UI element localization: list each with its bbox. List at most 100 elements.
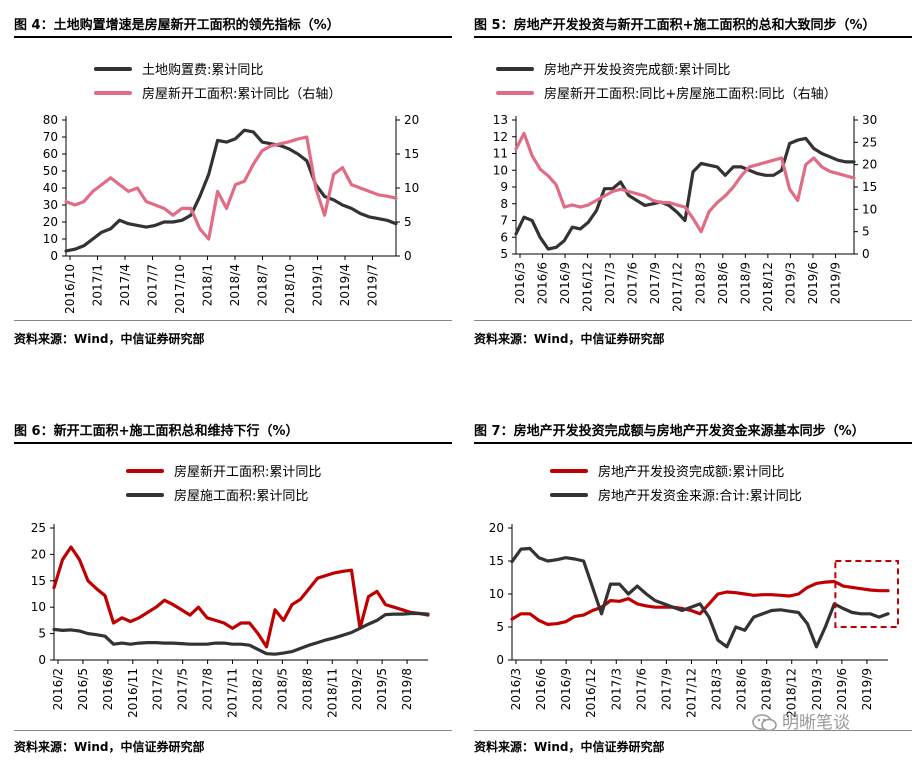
chart-panel-fig7: 图 7：房地产开发投资完成额与房地产开发资金来源基本同步（%） 房地产开发投资完… [474,412,912,762]
y-tick-label-right: 10 [862,202,877,216]
y-tick-label: 10 [31,600,46,614]
source-rule [14,730,452,731]
series-line-0 [510,579,890,627]
x-tick-label: 2017/6 [626,262,640,304]
chart-source: 资料来源：Wind，中信证券研究部 [14,740,205,754]
chart-panel-fig5: 图 5：房地产开发投资与新开工面积+施工面积的总和大致同步（%） 房地产开发投资… [474,8,912,360]
line-chart-fig6: 0 5 10 15 20 25 2016/2 2016/5 2016/8 2016/11 2017/… [31,521,430,718]
wechat-icon [752,713,778,733]
watermark: 明晰笔谈 [752,708,850,733]
series-line-0 [64,128,398,253]
x-tick-label: 2016/2 [51,668,65,710]
x-tick-label: 2016/3 [509,668,523,710]
y-tick-label: 70 [43,130,58,144]
x-tick-label: 2017/5 [176,668,190,710]
y-tick-label: 40 [43,181,58,195]
chart-source: 资料来源：Wind，中信证券研究部 [474,740,665,754]
chart-title: 图 5：房地产开发投资与新开工面积+施工面积的总和大致同步（%） [474,18,876,33]
x-tick-label: 2017/9 [659,668,673,710]
x-tick-label: 2018/4 [228,264,242,306]
title-rule [14,442,452,444]
y-tick-label: 0 [38,653,46,667]
y-tick-label: 11 [493,147,508,161]
series-line-1 [510,546,890,649]
y-tick-label: 10 [489,587,504,601]
legend-swatch-dark [496,67,534,71]
x-tick-label: 2018/9 [738,262,752,304]
x-tick-label: 2016/10 [63,264,77,314]
y-tick-label: 0 [50,249,58,263]
x-tick-label: 2016/9 [558,262,572,304]
legend-label: 房屋新开工面积:累计同比 [174,465,322,480]
x-tick-label: 2017/3 [609,668,623,710]
y-tick-label: 10 [493,163,508,177]
x-tick-label: 2019/6 [806,262,820,304]
source-rule [474,730,912,731]
x-tick-label: 2018/8 [300,668,314,710]
series-line-0 [52,545,430,649]
highlight-box [834,560,899,628]
x-tick-label: 2018/10 [283,264,297,314]
x-tick-label: 2018/6 [716,262,730,304]
x-tick-label: 2016/9 [559,668,573,710]
x-tick-label: 2018/11 [325,668,339,718]
y-tick-label-right: 0 [862,247,870,261]
x-tick-label: 2016/12 [584,668,598,718]
legend-label: 房地产开发投资完成额:累计同比 [598,465,785,480]
series-line-1 [64,135,398,241]
x-tick-label: 2017/11 [226,668,240,718]
x-tick-label: 2017/9 [648,262,662,304]
legend-swatch-pink [496,91,534,95]
x-tick-label: 2019/1 [311,264,325,306]
legend-label: 房地产开发投资完成额:累计同比 [544,63,731,78]
legend-swatch-pink [94,91,132,95]
y-tick-label: 13 [493,113,508,127]
chart-source: 资料来源：Wind，中信证券研究部 [474,332,665,346]
x-tick-label: 2019/6 [835,668,849,710]
y-tick-label-right: 20 [404,113,419,127]
series-line-1 [514,131,856,234]
chart-title: 图 7：房地产开发投资完成额与房地产开发资金来源基本同步（%） [474,424,865,439]
x-tick-label: 2018/7 [256,264,270,306]
legend-label: 房屋施工面积:累计同比 [174,489,309,504]
x-tick-label: 2019/9 [860,668,874,710]
x-tick-label: 2017/6 [634,668,648,710]
title-rule [474,442,912,444]
title-rule [474,36,912,38]
y-tick-label-right: 30 [862,113,877,127]
legend-swatch-dark [126,493,164,497]
y-tick-label-right: 25 [862,135,877,149]
y-tick-label-right: 5 [862,225,870,239]
y-tick-label: 8 [500,197,508,211]
source-rule [14,320,452,321]
x-tick-label: 2017/12 [671,262,685,312]
legend-label: 房屋新开工面积:同比+房屋施工面积:同比（右轴） [544,87,837,102]
x-tick-label: 2017/12 [684,668,698,718]
y-tick-label-right: 15 [404,147,419,161]
y-tick-label: 5 [500,247,508,261]
y-tick-label: 5 [496,620,504,634]
x-tick-label: 2018/12 [761,262,775,312]
x-tick-label: 2017/1 [91,264,105,306]
x-tick-label: 2019/8 [400,668,414,710]
y-tick-label: 5 [38,627,46,641]
x-tick-label: 2018/5 [275,668,289,710]
x-tick-label: 2019/9 [828,262,842,304]
y-tick-label-right: 15 [862,180,877,194]
x-tick-label: 2018/3 [693,262,707,304]
x-tick-label: 2019/2 [350,668,364,710]
legend-swatch-dark [94,67,132,71]
y-tick-label: 20 [489,521,504,535]
x-tick-label: 2018/3 [710,668,724,710]
y-tick-label: 30 [43,198,58,212]
y-tick-label: 6 [500,230,508,244]
y-tick-label: 20 [43,215,58,229]
x-tick-label: 2019/4 [338,264,352,306]
x-tick-label: 2017/8 [201,668,215,710]
title-rule [14,36,452,38]
x-tick-label: 2018/6 [735,668,749,710]
x-tick-label: 2019/5 [375,668,389,710]
x-tick-label: 2017/2 [151,668,165,710]
x-tick-label: 2017/3 [603,262,617,304]
y-tick-label: 7 [500,214,508,228]
